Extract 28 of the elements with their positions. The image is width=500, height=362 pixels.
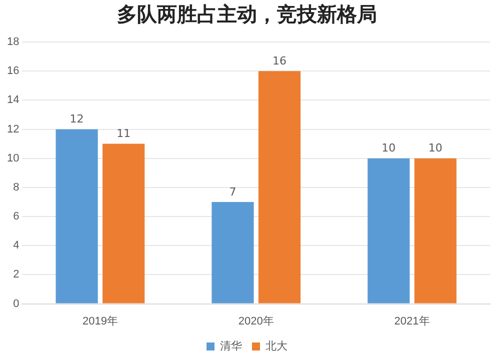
y-tick-label: 16 (6, 65, 20, 78)
bar (258, 71, 301, 304)
y-tick-label: 10 (6, 152, 20, 164)
y-tick-label: 12 (6, 123, 20, 136)
y-tick-label: 18 (6, 36, 20, 48)
bar (56, 129, 98, 304)
data-label: 16 (272, 54, 287, 68)
x-tick-label: 2021年 (394, 315, 430, 328)
chart-title: 多队两胜占主动，竞技新格局 (117, 2, 377, 26)
data-label: 12 (70, 112, 84, 126)
legend-label: 清华 (220, 340, 242, 353)
bar (368, 158, 410, 304)
data-label: 10 (428, 142, 442, 155)
data-label: 10 (382, 142, 396, 155)
x-tick-label: 2019年 (82, 315, 118, 328)
y-tick-label: 0 (13, 298, 20, 310)
y-tick-label: 6 (13, 210, 20, 223)
y-tick-label: 2 (13, 268, 20, 281)
bar (414, 158, 456, 304)
bar (102, 144, 145, 304)
y-tick-label: 14 (6, 94, 20, 106)
data-label: 11 (116, 127, 131, 140)
data-label: 7 (229, 185, 236, 198)
legend-label: 北大 (266, 340, 288, 353)
x-tick-label: 2020年 (238, 315, 274, 328)
bar (212, 202, 254, 304)
y-tick-label: 8 (13, 181, 20, 194)
y-tick-label: 4 (13, 240, 20, 252)
